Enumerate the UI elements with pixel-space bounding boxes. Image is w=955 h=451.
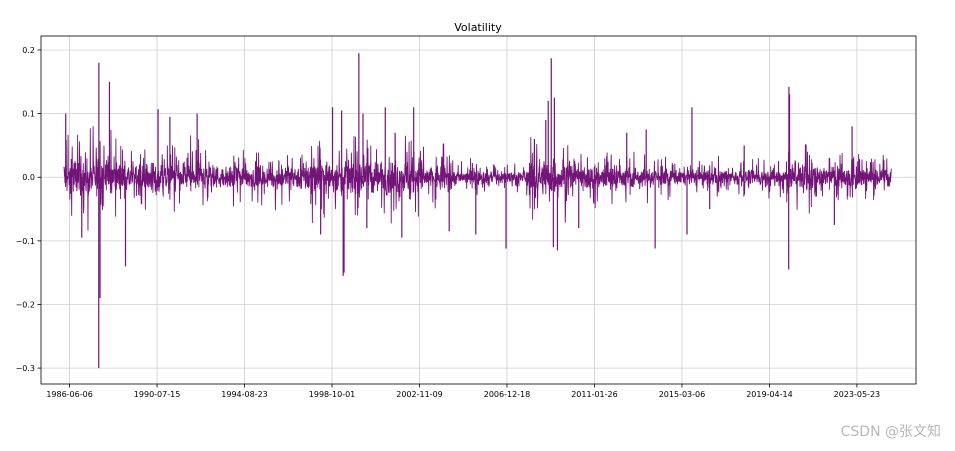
x-tick-label: 1990-07-15 bbox=[134, 390, 181, 399]
x-tick-label: 2002-11-09 bbox=[396, 390, 443, 399]
tick-layer: 0.2 0.1 0.0 −0.1 −0.2 −0.3 1986-06-06 1990-07-1… bbox=[16, 46, 881, 399]
plot-frame bbox=[40, 35, 917, 385]
x-tick-label: 2006-12-18 bbox=[484, 390, 531, 399]
x-tick-label: 1998-10-01 bbox=[309, 390, 356, 399]
y-tick-label: 0.1 bbox=[22, 110, 35, 119]
x-tick-label: 1986-06-06 bbox=[46, 390, 93, 399]
axes-layer bbox=[40, 35, 917, 385]
x-tick-label: 2023-05-23 bbox=[834, 390, 881, 399]
grid-layer bbox=[41, 36, 916, 384]
y-tick-label: −0.2 bbox=[16, 300, 35, 309]
series-layer bbox=[63, 53, 892, 369]
y-tick-label: −0.3 bbox=[16, 364, 35, 373]
x-tick-label: 1994-08-23 bbox=[221, 390, 268, 399]
chart-title: Volatility bbox=[454, 21, 502, 34]
x-tick-label: 2015-03-06 bbox=[659, 390, 706, 399]
y-tick-label: 0.0 bbox=[22, 173, 35, 182]
watermark-text: CSDN @张文知 bbox=[840, 424, 941, 440]
y-tick-label: 0.2 bbox=[22, 46, 35, 55]
volatility-series-line bbox=[63, 126, 892, 231]
y-tick-label: −0.1 bbox=[16, 237, 35, 246]
x-tick-label: 2011-01-26 bbox=[571, 390, 618, 399]
x-tick-label: 2019-04-14 bbox=[746, 390, 793, 399]
